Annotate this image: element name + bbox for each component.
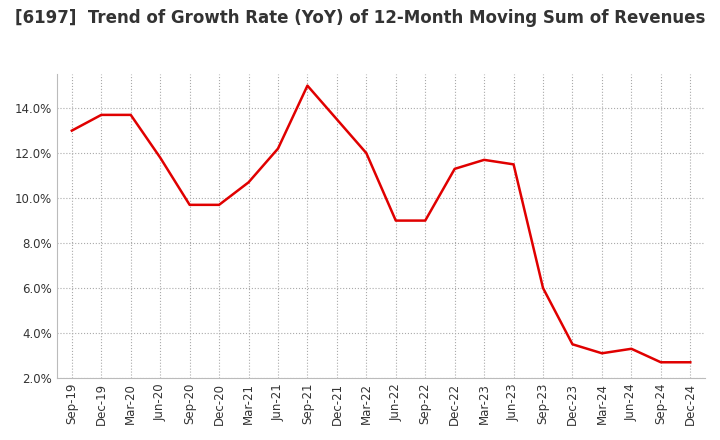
Text: [6197]  Trend of Growth Rate (YoY) of 12-Month Moving Sum of Revenues: [6197] Trend of Growth Rate (YoY) of 12-… [15, 9, 705, 27]
